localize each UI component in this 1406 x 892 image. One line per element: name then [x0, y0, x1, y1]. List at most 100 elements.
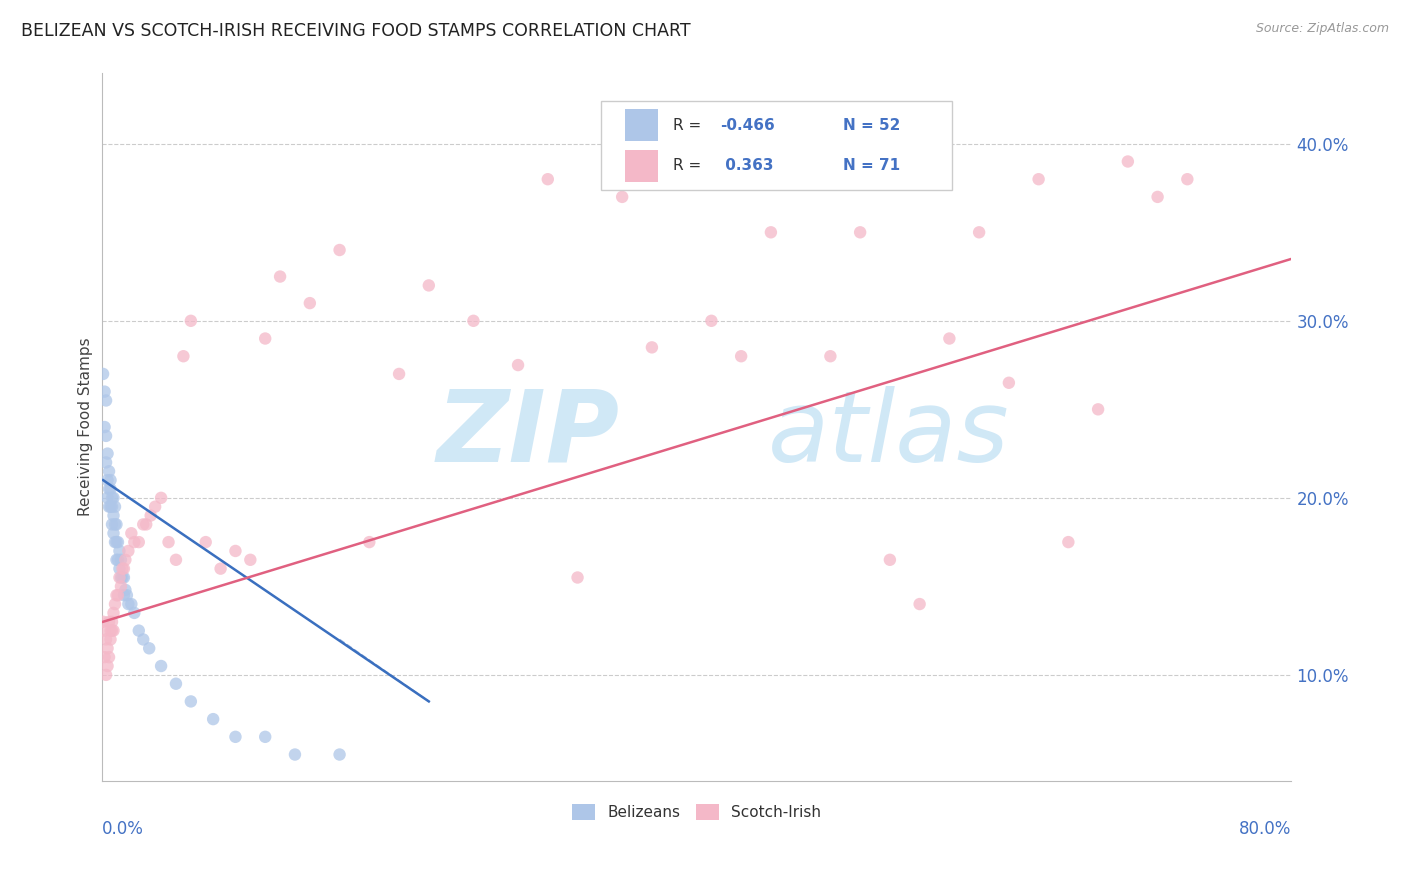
- Point: [103, 624, 125, 638]
- Point: [150, 491, 173, 505]
- Point: [105, 517, 128, 532]
- Point: [998, 376, 1021, 390]
- Point: [1087, 402, 1109, 417]
- Point: [98, 615, 121, 629]
- Point: [94, 429, 117, 443]
- Point: [100, 473, 122, 487]
- Point: [1028, 172, 1050, 186]
- Point: [93, 384, 115, 399]
- Point: [1175, 172, 1198, 186]
- Point: [671, 136, 693, 151]
- FancyBboxPatch shape: [626, 110, 658, 141]
- Point: [105, 553, 128, 567]
- Point: [98, 482, 121, 496]
- Point: [298, 296, 321, 310]
- Point: [139, 508, 162, 523]
- Point: [254, 730, 277, 744]
- Point: [224, 730, 246, 744]
- Text: 0.363: 0.363: [720, 159, 773, 173]
- Point: [117, 544, 139, 558]
- Point: [418, 278, 440, 293]
- Point: [103, 606, 125, 620]
- Point: [112, 588, 135, 602]
- Point: [128, 624, 150, 638]
- Point: [108, 570, 131, 584]
- Point: [908, 597, 931, 611]
- Point: [138, 641, 160, 656]
- Point: [938, 332, 960, 346]
- Point: [107, 553, 129, 567]
- Point: [94, 632, 117, 647]
- Point: [143, 500, 166, 514]
- Point: [165, 677, 187, 691]
- Point: [641, 340, 664, 354]
- Point: [101, 624, 124, 638]
- Point: [111, 570, 134, 584]
- Point: [101, 517, 124, 532]
- Point: [124, 606, 146, 620]
- Point: [91, 367, 114, 381]
- Point: [110, 553, 132, 567]
- Text: N = 52: N = 52: [842, 118, 900, 133]
- Point: [103, 526, 125, 541]
- Point: [254, 332, 277, 346]
- Point: [98, 500, 121, 514]
- Point: [100, 624, 122, 638]
- Point: [120, 526, 142, 541]
- Point: [329, 747, 352, 762]
- Point: [1116, 154, 1139, 169]
- Point: [96, 659, 118, 673]
- Point: [107, 535, 129, 549]
- Point: [209, 562, 232, 576]
- Point: [359, 535, 381, 549]
- Point: [101, 491, 124, 505]
- Point: [108, 562, 131, 576]
- Point: [100, 632, 122, 647]
- Point: [96, 491, 118, 505]
- Legend: Belizeans, Scotch-Irish: Belizeans, Scotch-Irish: [567, 798, 827, 827]
- Point: [124, 535, 146, 549]
- Point: [329, 243, 352, 257]
- Point: [111, 562, 134, 576]
- Point: [98, 650, 121, 665]
- Point: [388, 367, 411, 381]
- FancyBboxPatch shape: [626, 150, 658, 182]
- Point: [104, 500, 127, 514]
- Text: 80.0%: 80.0%: [1239, 820, 1292, 838]
- Point: [103, 491, 125, 505]
- Point: [96, 641, 118, 656]
- Point: [105, 588, 128, 602]
- Point: [96, 447, 118, 461]
- Point: [224, 544, 246, 558]
- Point: [96, 473, 118, 487]
- Point: [967, 225, 990, 239]
- Point: [114, 553, 136, 567]
- Point: [93, 420, 115, 434]
- Point: [108, 544, 131, 558]
- Point: [104, 597, 127, 611]
- Point: [91, 615, 114, 629]
- Point: [100, 482, 122, 496]
- Point: [107, 588, 129, 602]
- Point: [150, 659, 173, 673]
- Point: [128, 535, 150, 549]
- Point: [879, 553, 901, 567]
- Point: [117, 597, 139, 611]
- Point: [567, 570, 589, 584]
- Point: [463, 314, 485, 328]
- Point: [202, 712, 225, 726]
- Point: [93, 650, 115, 665]
- Point: [103, 508, 125, 523]
- Point: [612, 190, 634, 204]
- Point: [269, 269, 291, 284]
- Point: [194, 535, 217, 549]
- Text: 0.0%: 0.0%: [101, 820, 143, 838]
- Point: [537, 172, 560, 186]
- Point: [98, 464, 121, 478]
- Point: [820, 349, 842, 363]
- Point: [759, 225, 782, 239]
- Point: [730, 349, 752, 363]
- Point: [94, 393, 117, 408]
- Point: [105, 535, 128, 549]
- Point: [93, 624, 115, 638]
